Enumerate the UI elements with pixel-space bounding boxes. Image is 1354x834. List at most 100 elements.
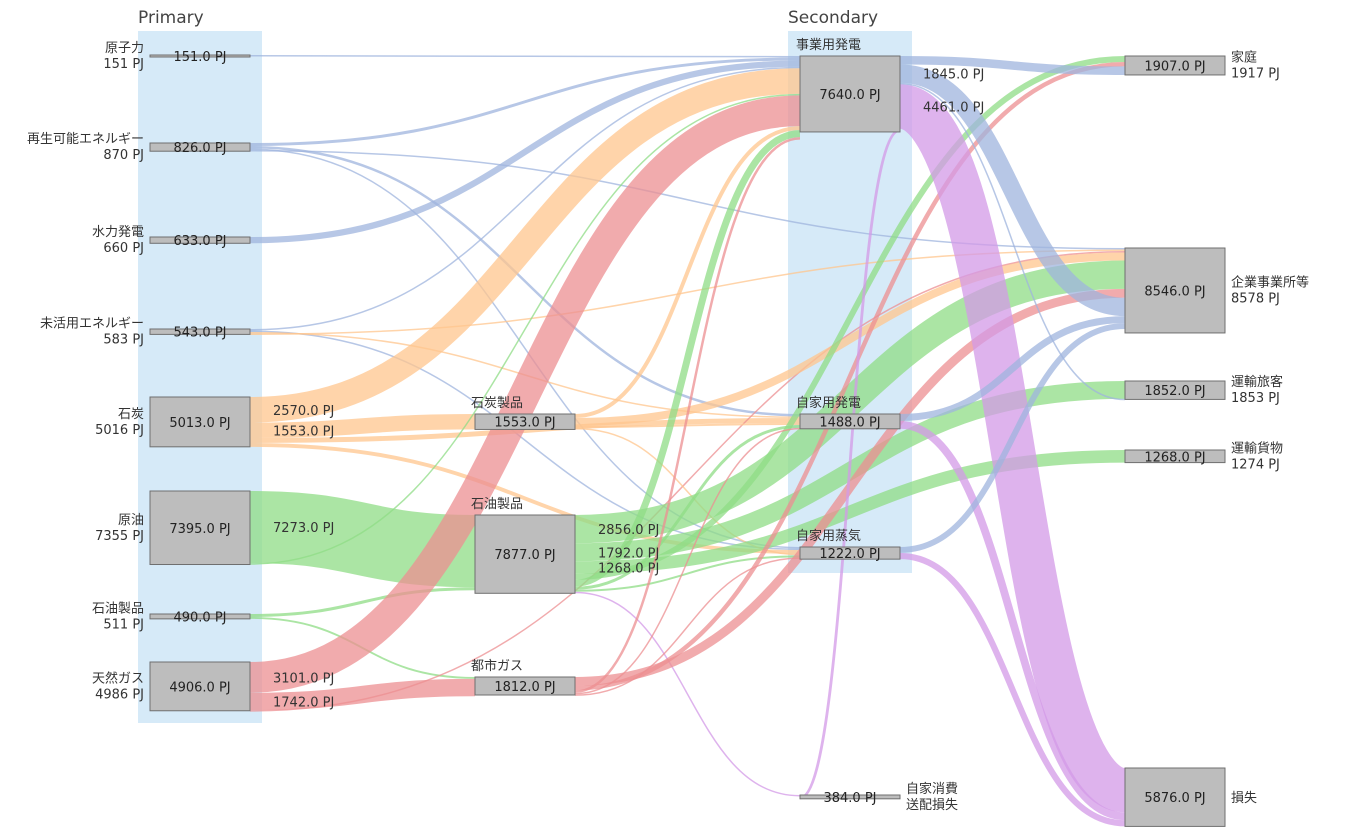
flow-oilprod_in-to-oilprod: [249, 587, 476, 617]
flow-privgen-to-loss: [899, 420, 1126, 821]
node-value-utility: 7640.0 PJ: [819, 88, 880, 103]
node-rect-citygas: [474, 676, 576, 696]
node-value-natgas: 4906.0 PJ: [169, 680, 230, 695]
node-loss: 5876.0 PJ 損失: [1124, 767, 1257, 827]
node-total-oilprod_in: 511 PJ: [103, 617, 144, 632]
flow-label-coal-utility: 2570.0 PJ: [273, 404, 334, 419]
node-value-coalprod: 1553.0 PJ: [494, 416, 555, 431]
flow-privgen-to-business: [899, 316, 1126, 421]
flow-citygas-to-home: [574, 61, 1126, 691]
flow-renewable-to-utility: [249, 57, 801, 146]
node-rect-business: [1124, 247, 1226, 334]
node-value-loss: 5876.0 PJ: [1144, 791, 1205, 806]
node-name-privsteam: 自家用蒸気: [796, 528, 861, 544]
node-total-coal: 5016 PJ: [95, 423, 144, 438]
node-total-business: 8578 PJ: [1231, 291, 1280, 306]
node-rect-nuclear: [149, 54, 251, 58]
node-name-home: 家庭: [1231, 49, 1257, 65]
node-value-freight: 1268.0 PJ: [1144, 450, 1205, 465]
node-utility: 7640.0 PJ 事業用発電: [796, 37, 901, 133]
flow-nuclear-to-utility: [249, 55, 801, 58]
flow-hydro-to-utility: [249, 60, 801, 244]
flow-oilprod-to-privgen: [574, 424, 801, 590]
flow-label-utility-business: 1845.0 PJ: [923, 68, 984, 83]
node-coalprod: 1553.0 PJ 石炭製品: [471, 396, 576, 431]
node-rect-natgas: [149, 661, 251, 712]
node-rect-oilprod: [474, 514, 576, 594]
node-name-business: 企業事業所等: [1231, 274, 1309, 290]
flow-oilprod-to-utility: [574, 130, 801, 587]
node-rect-unused: [149, 328, 251, 335]
node-name-privgen: 自家用発電: [796, 395, 861, 411]
flow-renewable-to-privsteam: [249, 148, 801, 549]
node-rect-selfuse: [799, 794, 901, 800]
node-name-hydro: 水力発電: [92, 225, 144, 240]
flow-oilprod-to-business: [574, 260, 1126, 544]
node-value-privsteam: 1222.0 PJ: [819, 547, 880, 562]
node-total-freight: 1274 PJ: [1231, 457, 1280, 472]
node-name-oilprod: 石油製品: [471, 497, 523, 512]
node-total-passenger: 1853 PJ: [1231, 391, 1280, 406]
flow-utility-to-passenger: [899, 82, 1126, 401]
node-rect-crude: [149, 490, 251, 566]
flow-label-crude-oilprod: 7273.0 PJ: [273, 521, 334, 536]
node-rect-hydro: [149, 236, 251, 244]
node-rect-renewable: [149, 142, 251, 152]
flow-natgas-to-citygas: [249, 678, 476, 711]
node-value-renewable: 826.0 PJ: [173, 141, 226, 156]
flow-coal-to-coalprod: [249, 413, 476, 438]
node-rect-coal: [149, 396, 251, 448]
node-rect-privgen: [799, 413, 901, 430]
node-name-natgas: 天然ガス: [92, 670, 144, 686]
flow-privsteam-to-business: [899, 323, 1126, 553]
node-name-selfuse: 自家消費: [906, 781, 958, 797]
flow-renewable-to-privgen: [249, 145, 801, 417]
node-rect-home: [1124, 55, 1226, 76]
node-value-oilprod_in: 490.0 PJ: [173, 610, 226, 625]
flow-label-oilprod-business: 2856.0 PJ: [598, 523, 659, 538]
node-name-loss: 損失: [1231, 791, 1257, 806]
node-privgen: 1488.0 PJ 自家用発電: [796, 395, 901, 430]
flow-natgas-to-utility: [249, 95, 801, 693]
flow-label-natgas-citygas: 1742.0 PJ: [273, 695, 334, 710]
node-name-freight: 運輸貨物: [1231, 440, 1283, 456]
flow-citygas-to-privsteam: [574, 557, 801, 696]
node-name-unused: 未活用エネルギー: [40, 317, 144, 332]
node-value-hydro: 633.0 PJ: [173, 234, 226, 249]
node-privsteam: 1222.0 PJ 自家用蒸気: [796, 528, 901, 562]
flow-coalprod-to-utility: [574, 126, 801, 418]
node-value-passenger: 1852.0 PJ: [1144, 384, 1205, 399]
node-total-nuclear: 151 PJ: [103, 57, 144, 72]
node-value-privgen: 1488.0 PJ: [819, 415, 880, 430]
flow-privsteam-to-loss: [899, 552, 1126, 827]
flow-label-natgas-utility: 3101.0 PJ: [273, 671, 334, 686]
node-total-home: 1917 PJ: [1231, 66, 1280, 81]
node-name-citygas: 都市ガス: [471, 658, 523, 674]
node-value-business: 8546.0 PJ: [1144, 284, 1205, 299]
flow-coal-to-utility: [249, 68, 801, 423]
node-name-renewable: 再生可能エネルギー: [27, 132, 144, 147]
flow-oilprod-to-home: [574, 56, 1126, 580]
flow-utility-to-home: [899, 56, 1126, 75]
node-value-home: 1907.0 PJ: [1144, 59, 1205, 74]
node-total-unused: 583 PJ: [103, 333, 144, 348]
node-value-selfuse: 384.0 PJ: [823, 791, 876, 806]
node-rect-freight: [1124, 449, 1226, 464]
node-rect-loss: [1124, 767, 1226, 827]
node-value-nuclear: 151.0 PJ: [173, 50, 226, 65]
node-name-utility: 事業用発電: [796, 37, 861, 53]
node-total-renewable: 870 PJ: [103, 148, 144, 163]
flow-crude-to-utility: [249, 93, 801, 565]
flow-coal-to-privgen: [249, 417, 801, 443]
